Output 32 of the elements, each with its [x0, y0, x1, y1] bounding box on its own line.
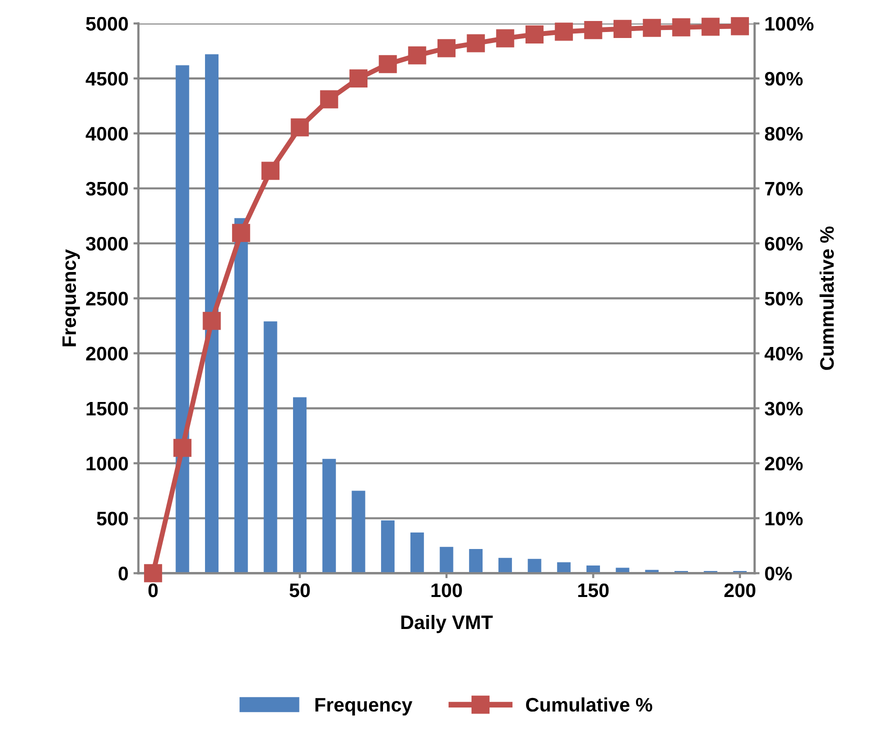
- x-tick-label: 100: [432, 583, 462, 598]
- y2-tick-label: 70%: [765, 182, 803, 196]
- x-tick-label: 200: [724, 583, 756, 598]
- y-tick-label: 4500: [86, 72, 128, 86]
- y2-tick-label: 80%: [764, 126, 803, 141]
- x-tick-label: 150: [578, 583, 609, 598]
- y-tick-label: 5000: [86, 16, 128, 31]
- y-axis-title: Frequency: [62, 249, 80, 346]
- y2-tick-label: 40%: [764, 346, 803, 361]
- y-tick-label: 3000: [86, 236, 128, 251]
- y2-tick-label: 100%: [766, 16, 814, 31]
- x-tick-label: 0: [148, 583, 158, 598]
- y-tick-label: 1000: [86, 456, 128, 470]
- y-tick-label: 0: [118, 566, 128, 580]
- y-tick-label: 4000: [86, 126, 128, 141]
- y2-tick-label: 10%: [766, 512, 803, 526]
- legend-label: Frequency: [315, 698, 412, 716]
- y2-axis-title: Cummulative %: [820, 226, 834, 370]
- y2-tick-label: 90%: [764, 72, 803, 86]
- y-tick-label: 2500: [86, 292, 128, 306]
- x-tick-label: 50: [290, 583, 310, 598]
- y-tick-label: 2000: [86, 346, 128, 361]
- y-tick-label: 3500: [86, 182, 128, 196]
- y2-tick-label: 20%: [764, 456, 803, 470]
- x-axis-title: Daily VMT: [401, 614, 493, 634]
- y2-tick-label: 60%: [765, 236, 803, 251]
- y2-tick-label: 50%: [764, 292, 803, 306]
- y2-tick-label: 0%: [765, 566, 792, 580]
- y2-tick-label: 30%: [764, 402, 803, 416]
- legend-label: Cumulative %: [526, 697, 652, 712]
- y-tick-label: 1500: [86, 402, 128, 416]
- y-tick-label: 500: [96, 512, 128, 526]
